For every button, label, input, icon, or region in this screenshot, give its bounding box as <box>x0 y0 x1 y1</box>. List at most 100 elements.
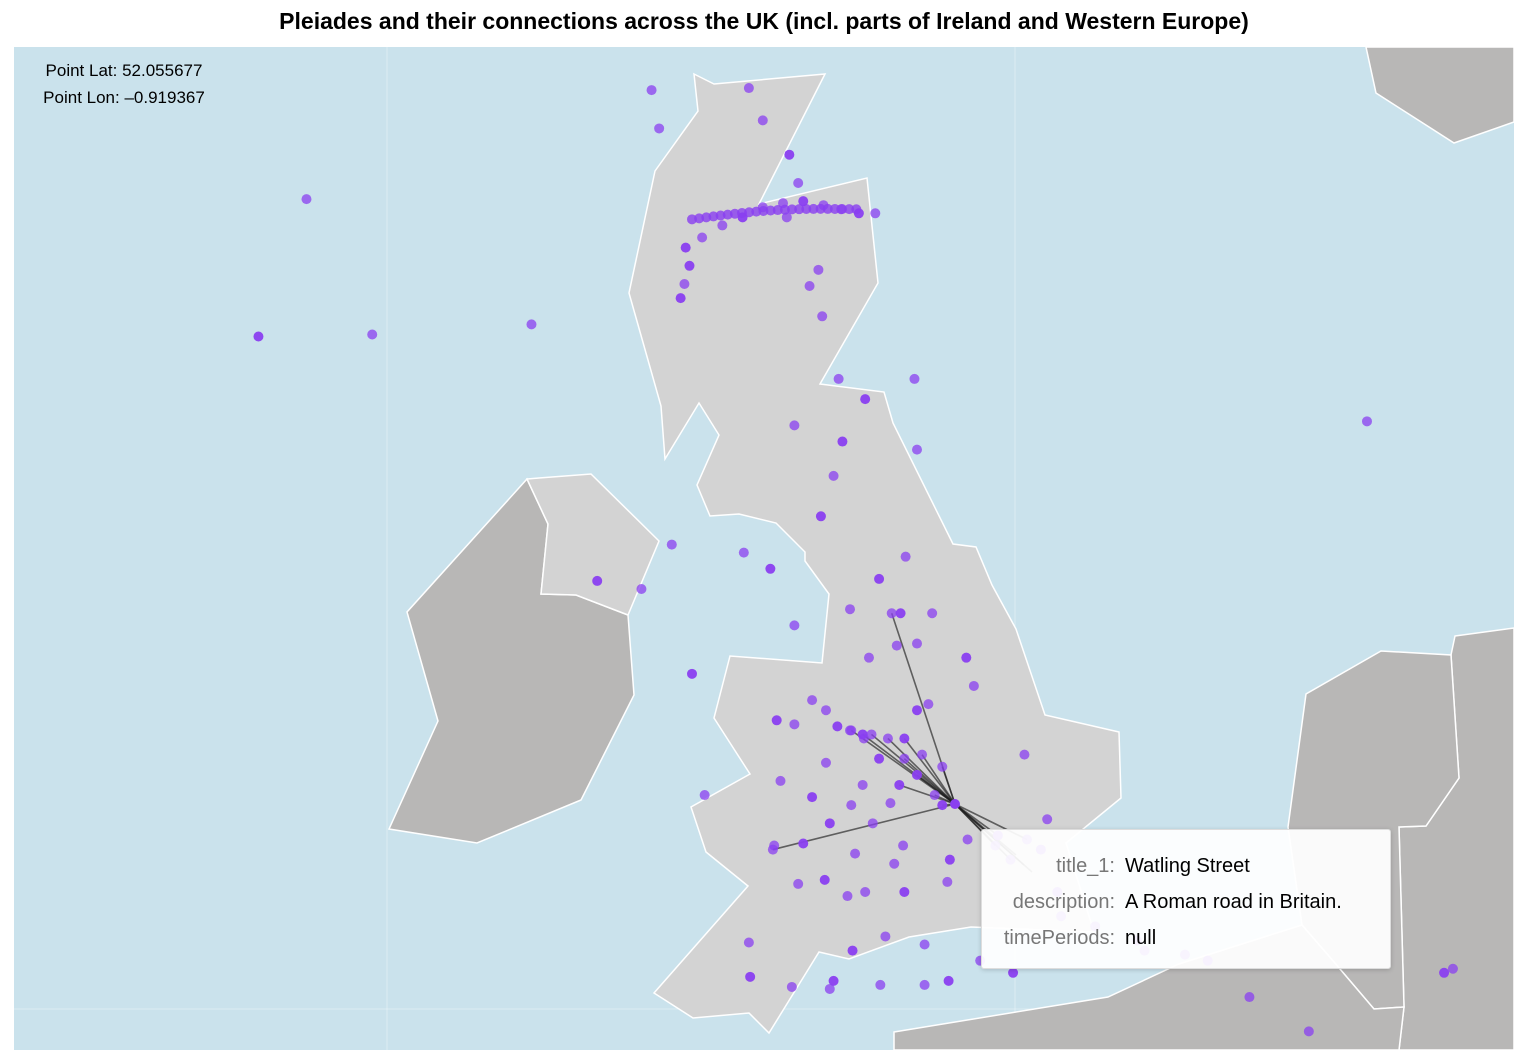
site-point[interactable] <box>789 420 800 431</box>
site-point[interactable] <box>779 204 790 215</box>
site-point[interactable] <box>592 575 603 586</box>
site-point[interactable] <box>863 652 874 663</box>
site-point[interactable] <box>889 858 900 869</box>
site-point[interactable] <box>898 840 909 851</box>
site-point[interactable] <box>937 761 948 772</box>
site-point[interactable] <box>860 394 871 405</box>
site-point[interactable] <box>784 149 795 160</box>
site-point[interactable] <box>813 264 824 275</box>
site-point[interactable] <box>699 790 710 801</box>
site-point[interactable] <box>757 115 768 126</box>
site-point[interactable] <box>751 206 762 217</box>
site-point[interactable] <box>738 547 749 558</box>
site-point[interactable] <box>885 798 896 809</box>
site-point[interactable] <box>646 85 657 96</box>
map-canvas[interactable] <box>14 0 1515 1051</box>
site-point[interactable] <box>919 939 930 950</box>
site-point[interactable] <box>944 854 955 865</box>
site-point[interactable] <box>943 975 954 986</box>
site-point[interactable] <box>666 539 677 550</box>
site-point[interactable] <box>367 329 378 340</box>
site-point[interactable] <box>819 874 830 885</box>
site-point[interactable] <box>743 937 754 948</box>
site-point[interactable] <box>745 971 756 982</box>
site-point[interactable] <box>717 220 728 231</box>
site-point[interactable] <box>804 281 815 292</box>
site-point[interactable] <box>824 983 835 994</box>
site-point[interactable] <box>962 834 973 845</box>
site-point[interactable] <box>851 204 862 215</box>
site-point[interactable] <box>687 668 698 679</box>
site-point[interactable] <box>900 551 911 562</box>
site-point[interactable] <box>301 194 312 205</box>
site-point[interactable] <box>787 204 798 215</box>
site-point[interactable] <box>1008 967 1019 978</box>
site-point[interactable] <box>793 878 804 889</box>
site-point[interactable] <box>891 640 902 651</box>
site-point[interactable] <box>867 818 878 829</box>
site-point[interactable] <box>765 205 776 216</box>
site-point[interactable] <box>684 260 695 271</box>
site-point[interactable] <box>844 204 855 215</box>
site-point[interactable] <box>846 800 857 811</box>
site-point[interactable] <box>842 891 853 902</box>
site-point[interactable] <box>880 931 891 942</box>
site-point[interactable] <box>820 705 831 716</box>
site-point[interactable] <box>1439 967 1450 978</box>
site-point[interactable] <box>899 733 910 744</box>
site-point[interactable] <box>968 680 979 691</box>
site-point[interactable] <box>794 204 805 215</box>
site-point[interactable] <box>875 979 886 990</box>
site-point[interactable] <box>912 705 922 716</box>
site-point[interactable] <box>837 436 848 447</box>
site-point[interactable] <box>837 204 848 215</box>
site-point[interactable] <box>860 887 871 898</box>
site-point[interactable] <box>857 729 868 740</box>
site-point[interactable] <box>1303 1026 1314 1037</box>
site-point[interactable] <box>789 719 800 730</box>
site-point[interactable] <box>808 203 819 214</box>
site-point[interactable] <box>679 278 690 289</box>
site-point[interactable] <box>961 652 972 663</box>
site-point[interactable] <box>899 753 910 764</box>
site-point[interactable] <box>828 975 839 986</box>
site-point[interactable] <box>798 838 809 849</box>
site-point[interactable] <box>894 779 905 790</box>
site-point[interactable] <box>929 790 940 801</box>
site-point[interactable] <box>845 604 856 615</box>
site-point[interactable] <box>857 779 868 790</box>
site-point[interactable] <box>781 212 792 223</box>
site-point[interactable] <box>758 205 769 216</box>
site-point[interactable] <box>870 208 881 219</box>
site-point[interactable] <box>899 887 910 898</box>
site-point[interactable] <box>680 242 691 253</box>
site-point[interactable] <box>526 319 537 330</box>
site-point[interactable] <box>253 331 264 342</box>
site-point[interactable] <box>828 470 839 481</box>
site-point[interactable] <box>697 232 708 243</box>
site-point[interactable] <box>775 775 786 786</box>
site-point[interactable] <box>866 729 877 740</box>
site-point[interactable] <box>771 715 782 726</box>
site-point[interactable] <box>815 203 826 214</box>
site-point[interactable] <box>807 792 818 803</box>
site-point[interactable] <box>912 444 922 455</box>
hovered-point[interactable] <box>950 799 960 809</box>
site-point[interactable] <box>917 749 928 760</box>
site-point[interactable] <box>767 844 778 855</box>
site-point[interactable] <box>874 573 885 584</box>
site-point[interactable] <box>912 638 922 649</box>
site-point[interactable] <box>909 373 920 384</box>
site-point[interactable] <box>636 584 647 595</box>
site-point[interactable] <box>654 123 665 134</box>
site-point[interactable] <box>817 311 828 322</box>
site-point[interactable] <box>937 800 948 811</box>
site-point[interactable] <box>829 203 840 214</box>
map-area[interactable] <box>14 0 1515 1051</box>
site-point[interactable] <box>1361 416 1372 427</box>
site-point[interactable] <box>798 196 809 207</box>
site-point[interactable] <box>895 608 906 619</box>
site-point[interactable] <box>833 373 844 384</box>
site-point[interactable] <box>927 608 938 619</box>
site-point[interactable] <box>846 725 857 736</box>
